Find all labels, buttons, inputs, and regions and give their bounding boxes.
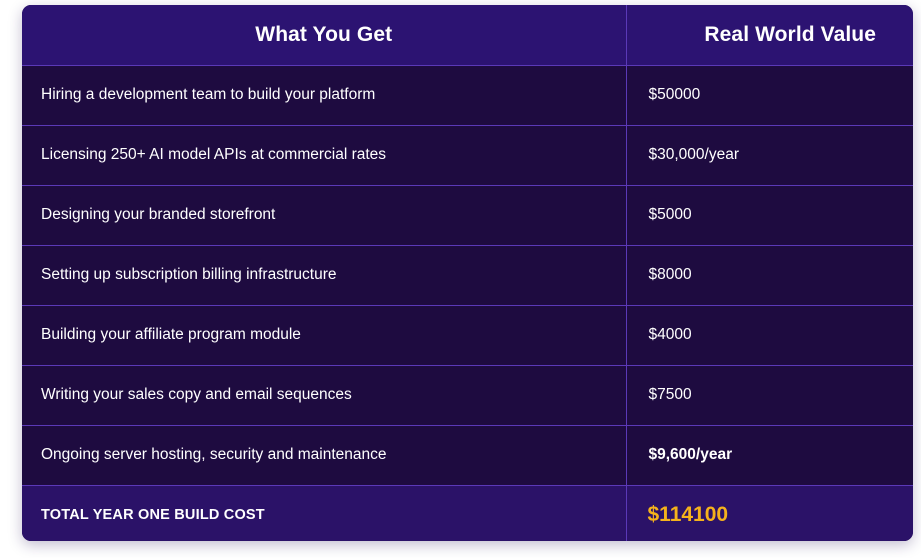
header-what-you-get: What You Get (22, 5, 627, 66)
row-value: $30,000/year (625, 124, 913, 186)
row-item: Setting up subscription billing infrastr… (22, 244, 627, 306)
row-value: $7500 (625, 364, 913, 426)
total-row: TOTAL YEAR ONE BUILD COST $114100 (22, 484, 913, 541)
row-item: Hiring a development team to build your … (22, 64, 627, 126)
row-item: Licensing 250+ AI model APIs at commerci… (22, 124, 627, 186)
table-row: Licensing 250+ AI model APIs at commerci… (22, 124, 913, 186)
row-value: $4000 (625, 304, 913, 366)
table-row: Hiring a development team to build your … (22, 64, 913, 126)
row-value: $5000 (625, 184, 913, 246)
total-value: $114100 (625, 484, 913, 541)
total-label: TOTAL YEAR ONE BUILD COST (22, 484, 627, 541)
table-row: Setting up subscription billing infrastr… (22, 244, 913, 306)
table-row: Designing your branded storefront $5000 (22, 184, 913, 246)
table-row: Writing your sales copy and email sequen… (22, 364, 913, 426)
row-value: $8000 (625, 244, 913, 306)
row-item: Writing your sales copy and email sequen… (22, 364, 627, 426)
value-comparison-table: What You Get Real World Value Hiring a d… (22, 5, 913, 541)
table-row: Ongoing server hosting, security and mai… (22, 424, 913, 486)
header-real-world-value: Real World Value (625, 5, 913, 66)
table-row: Building your affiliate program module $… (22, 304, 913, 366)
table-header-row: What You Get Real World Value (22, 5, 913, 66)
row-item: Designing your branded storefront (22, 184, 627, 246)
row-value: $9,600/year (625, 424, 913, 486)
value-table: What You Get Real World Value Hiring a d… (22, 5, 913, 541)
row-item: Building your affiliate program module (22, 304, 627, 366)
row-value: $50000 (625, 64, 913, 126)
row-item: Ongoing server hosting, security and mai… (22, 424, 627, 486)
